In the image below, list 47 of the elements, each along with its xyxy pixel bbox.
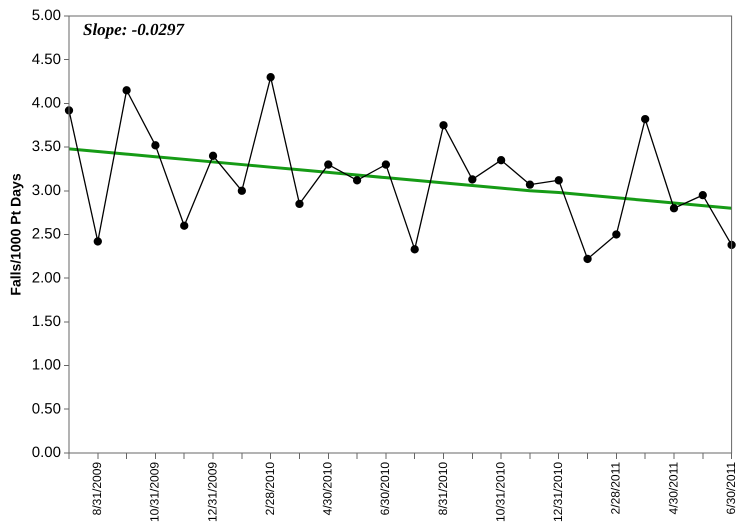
- y-tick-label: 0.50: [32, 400, 61, 418]
- y-tick-label: 3.50: [32, 138, 61, 156]
- point: [151, 141, 160, 150]
- x-tick-label: 2/28/2011: [608, 462, 623, 514]
- y-tick-label: 4.50: [32, 50, 61, 68]
- y-tick-label: 3.00: [32, 182, 61, 199]
- point: [439, 121, 448, 130]
- y-tick-label: 2.50: [32, 226, 61, 243]
- point: [352, 176, 362, 184]
- x-tick-label: 6/30/2010: [378, 462, 392, 516]
- y-tick-label: 0.00: [32, 444, 61, 462]
- x-tick-label: 8/31/2010: [436, 462, 450, 516]
- x-tick-label: 8/31/2009: [90, 462, 104, 516]
- point: [698, 190, 707, 200]
- x-tick-label: 6/30/2011: [724, 462, 738, 514]
- point: [238, 186, 246, 195]
- point: [266, 73, 275, 82]
- point: [122, 86, 131, 94]
- point: [612, 230, 621, 239]
- x-tick-label: 4/30/2010: [320, 462, 335, 516]
- x-tick-label: 4/30/2011: [666, 462, 680, 514]
- y-tick-label: 1.50: [32, 313, 61, 330]
- point: [324, 160, 332, 169]
- x-tick-label: 10/31/2009: [148, 462, 162, 522]
- x-tick-label: 12/31/2009: [205, 462, 220, 522]
- point: [94, 237, 102, 246]
- point: [641, 114, 650, 124]
- point: [526, 180, 534, 189]
- y-tick-label: 1.00: [32, 356, 61, 374]
- point: [554, 176, 563, 184]
- point: [208, 152, 218, 160]
- y-tick-label: 2.00: [32, 269, 61, 286]
- point: [180, 222, 188, 230]
- point: [295, 200, 304, 208]
- x-tick-label: 12/31/2010: [551, 462, 566, 522]
- x-tick-label: 10/31/2010: [493, 462, 508, 522]
- x-tick-label: 2/28/2010: [262, 462, 277, 516]
- point: [382, 160, 390, 169]
- y-tick-label: 4.00: [32, 94, 61, 112]
- point: [583, 254, 592, 264]
- point: [496, 156, 506, 164]
- point: [670, 204, 678, 212]
- point: [410, 245, 419, 254]
- annotation: Slope: -0.0297: [82, 20, 186, 39]
- y-tick-label: 5.00: [32, 7, 61, 24]
- point: [468, 175, 476, 184]
- y-axis-title: Falls/1000 Pt Days: [7, 173, 24, 296]
